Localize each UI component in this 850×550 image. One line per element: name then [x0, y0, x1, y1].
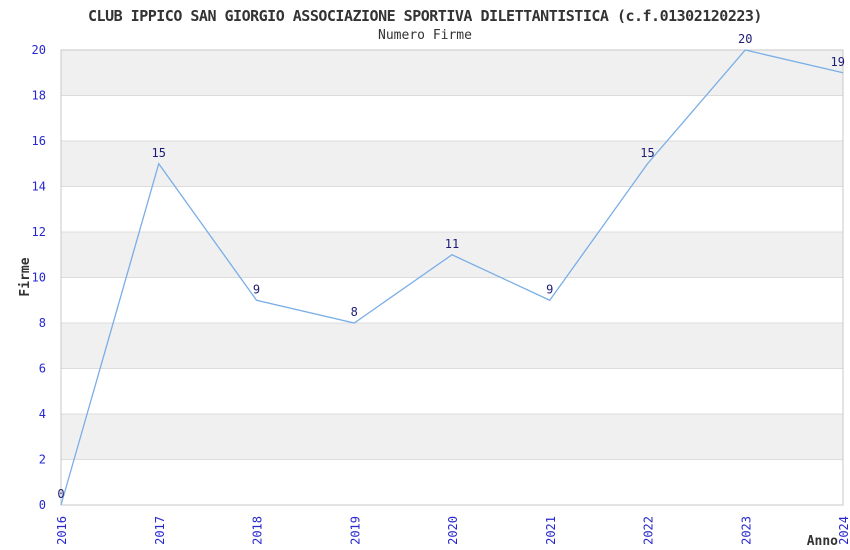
y-tick-label: 14	[32, 180, 46, 194]
y-tick-label: 0	[39, 498, 46, 512]
x-axis-label: Anno	[806, 534, 838, 549]
point-label: 11	[445, 237, 459, 251]
x-tick-label: 2024	[837, 516, 850, 545]
point-label: 19	[831, 55, 845, 69]
x-tick-label: 2021	[544, 516, 558, 545]
y-tick-label: 20	[32, 43, 46, 57]
chart-title: CLUB IPPICO SAN GIORGIO ASSOCIAZIONE SPO…	[88, 7, 762, 25]
y-tick-label: 10	[32, 271, 46, 285]
point-label: 0	[57, 487, 64, 501]
grid-band	[61, 414, 843, 460]
y-tick-label: 12	[32, 225, 46, 239]
point-label: 15	[152, 146, 166, 160]
x-tick-label: 2020	[446, 516, 460, 545]
y-axis-label: Firme	[18, 257, 33, 297]
point-label: 20	[738, 32, 752, 46]
grid-band	[61, 141, 843, 187]
y-tick-label: 8	[39, 316, 46, 330]
x-tick-label: 2022	[642, 516, 656, 545]
x-tick-label: 2018	[251, 516, 265, 545]
point-label: 9	[546, 282, 553, 296]
point-label: 8	[351, 305, 358, 319]
y-tick-label: 6	[39, 362, 46, 376]
y-tick-label: 18	[32, 89, 46, 103]
y-tick-label: 16	[32, 134, 46, 148]
y-tick-label: 2	[39, 453, 46, 467]
chart-subtitle: Numero Firme	[378, 28, 472, 43]
point-label: 15	[640, 146, 654, 160]
x-tick-label: 2017	[153, 516, 167, 545]
x-tick-label: 2023	[739, 516, 753, 545]
point-label: 9	[253, 282, 260, 296]
x-tick-label: 2019	[348, 516, 362, 545]
plot-border	[60, 49, 844, 506]
x-tick-label: 2016	[55, 516, 69, 545]
data-line	[60, 49, 844, 506]
grid-band	[61, 323, 843, 369]
y-tick-label: 4	[39, 407, 46, 421]
